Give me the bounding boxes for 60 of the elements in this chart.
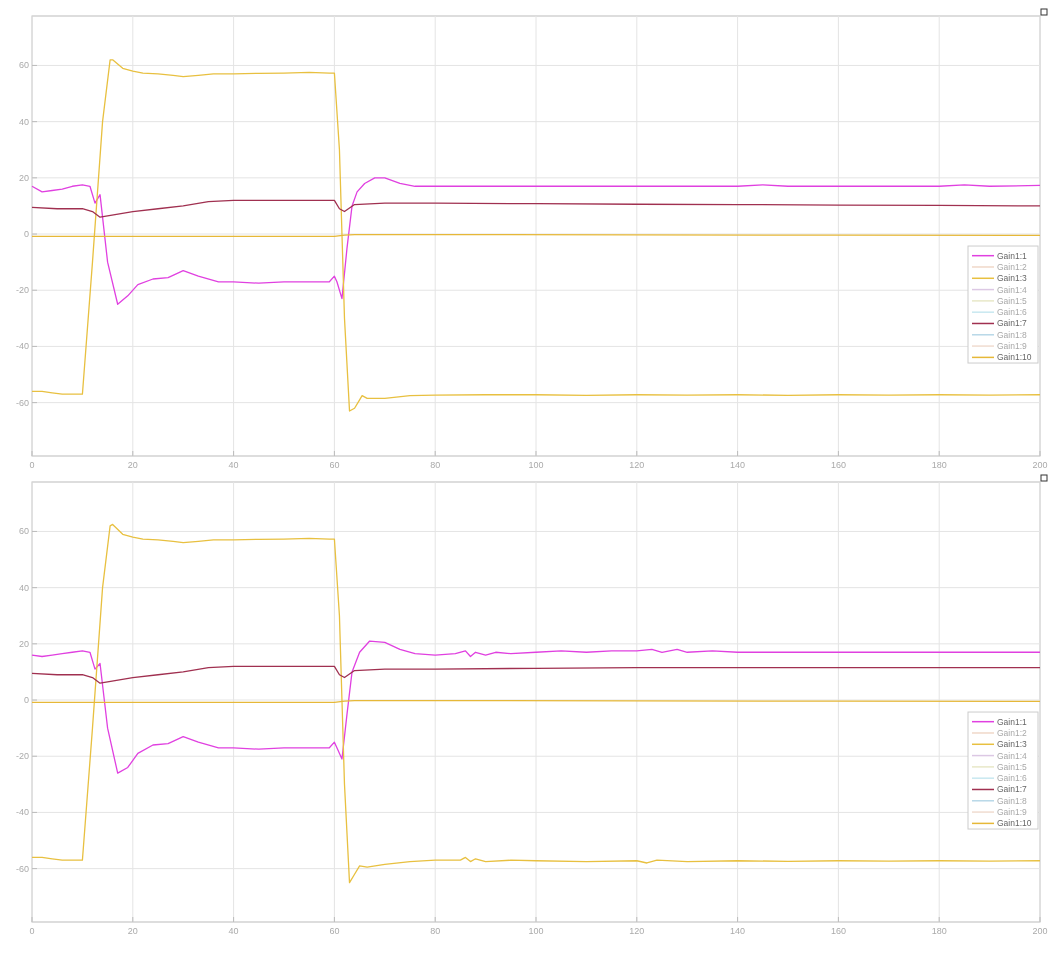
y-tick-label: 60 <box>18 60 29 71</box>
legend-label: Gain1:1 <box>997 250 1028 261</box>
legend-label: Gain1:1 <box>997 716 1028 727</box>
y-tick-label: 20 <box>18 638 29 649</box>
x-tick-label: 20 <box>127 926 138 936</box>
y-tick-label: -60 <box>15 863 29 874</box>
line-series <box>31 523 1041 884</box>
x-tick-label: 80 <box>430 460 441 470</box>
x-tick-label: 80 <box>430 926 441 936</box>
x-tick-label: 200 <box>1032 926 1048 936</box>
y-tick-label: 40 <box>18 116 29 127</box>
legend-label: Gain1:4 <box>997 284 1028 295</box>
x-tick-label: 100 <box>528 926 544 936</box>
x-tick-label: 200 <box>1032 460 1048 470</box>
x-tick-label: 40 <box>228 460 239 470</box>
x-tick-label: 140 <box>730 926 746 936</box>
y-tick-label: -40 <box>15 807 29 818</box>
x-tick-label: 60 <box>329 460 340 470</box>
legend-label: Gain1:6 <box>997 773 1028 784</box>
x-tick-label: 140 <box>730 460 746 470</box>
legend-label: Gain1:3 <box>997 739 1028 750</box>
x-tick-label: 20 <box>127 460 138 470</box>
y-tick-label: -60 <box>15 397 29 408</box>
x-tick-label: 160 <box>830 460 846 470</box>
x-tick-label: 40 <box>228 926 239 936</box>
x-tick-label: 100 <box>528 460 544 470</box>
legend-label: Gain1:7 <box>997 318 1028 329</box>
line-series <box>31 665 1041 684</box>
line-series <box>31 640 1041 774</box>
legend-label: Gain1:6 <box>997 307 1028 318</box>
y-tick-label: 0 <box>23 229 29 240</box>
line-series <box>31 199 1041 218</box>
legend-label: Gain1:8 <box>997 795 1028 806</box>
legend-label: Gain1:2 <box>997 261 1028 272</box>
legend-label: Gain1:5 <box>997 295 1028 306</box>
legend-label: Gain1:3 <box>997 273 1028 284</box>
x-tick-label: 120 <box>629 926 645 936</box>
x-tick-label: 180 <box>931 460 947 470</box>
legend-label: Gain1:5 <box>997 761 1028 772</box>
y-tick-label: 0 <box>23 695 29 706</box>
y-tick-label: 60 <box>18 526 29 537</box>
y-tick-label: -20 <box>15 285 29 296</box>
y-tick-label: -20 <box>15 751 29 762</box>
x-tick-label: 120 <box>629 460 645 470</box>
y-tick-label: 40 <box>18 582 29 593</box>
x-tick-label: 160 <box>830 926 846 936</box>
legend-label: Gain1:10 <box>997 818 1032 829</box>
y-tick-label: 20 <box>18 172 29 183</box>
legend-label: Gain1:2 <box>997 727 1028 738</box>
x-tick-label: 180 <box>931 926 947 936</box>
y-tick-label: -40 <box>15 341 29 352</box>
legend-label: Gain1:7 <box>997 784 1028 795</box>
legend-label: Gain1:8 <box>997 329 1028 340</box>
legend-label: Gain1:9 <box>997 807 1028 818</box>
line-series <box>31 59 1041 412</box>
line-series <box>31 177 1041 305</box>
legend-label: Gain1:9 <box>997 341 1028 352</box>
legend-label: Gain1:4 <box>997 750 1028 761</box>
legend-label: Gain1:10 <box>997 352 1032 363</box>
x-tick-label: 60 <box>329 926 340 936</box>
